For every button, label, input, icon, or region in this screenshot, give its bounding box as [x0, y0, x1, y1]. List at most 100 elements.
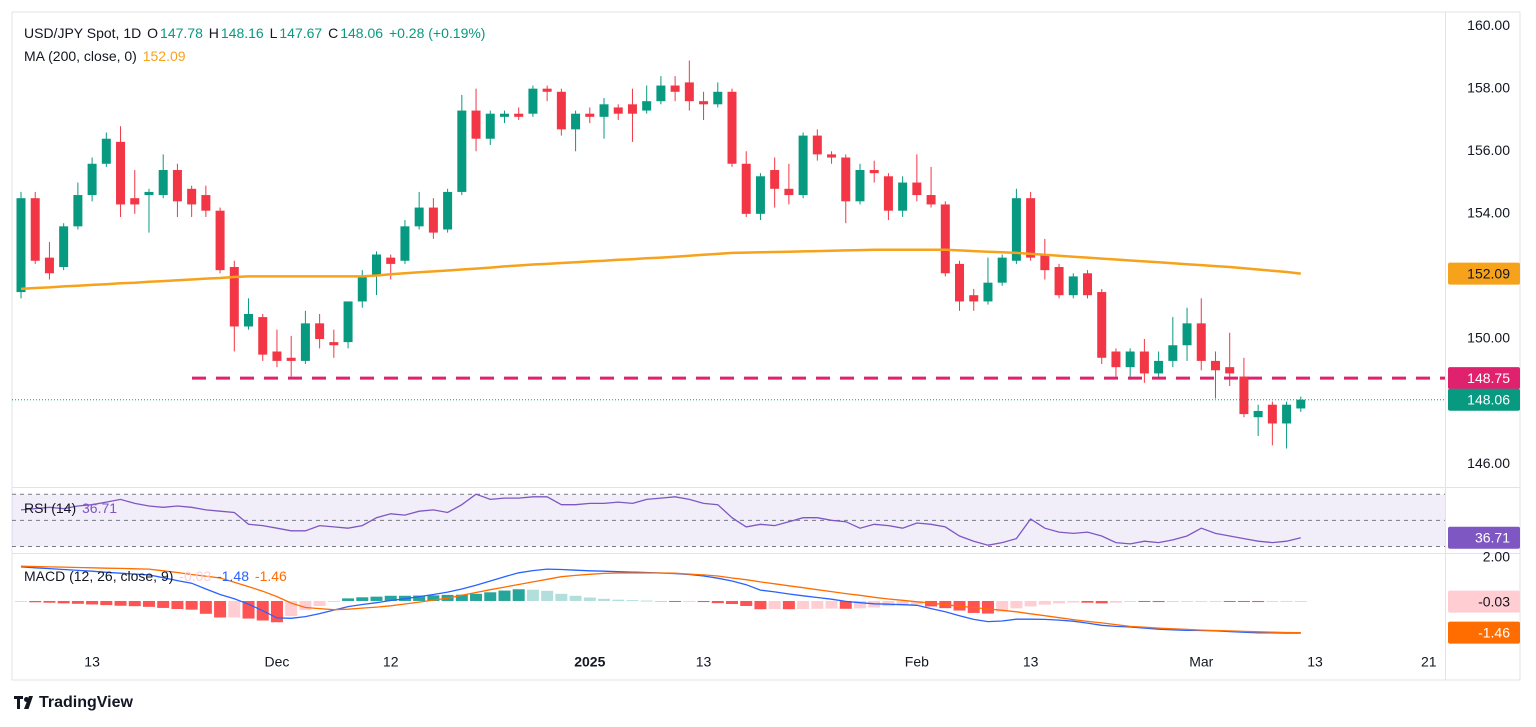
candle-body [514, 113, 524, 117]
candle-body [770, 170, 780, 189]
candle-body [556, 91, 566, 130]
candle-body [955, 263, 965, 302]
candle-body [286, 357, 296, 361]
candle-body [1139, 351, 1149, 374]
macd-histogram-bar [683, 600, 696, 602]
ohlc-label: H [208, 25, 219, 41]
macd-histogram-bar [754, 600, 767, 610]
candle-body [1267, 404, 1277, 424]
candle-body [499, 113, 509, 117]
macd-histogram-bar [782, 600, 795, 610]
macd-value: -1.48 [217, 568, 250, 584]
macd-histogram-bar [726, 600, 738, 605]
macd-histogram-bar [1067, 600, 1080, 603]
macd-histogram-bar [612, 599, 625, 601]
macd-histogram-bar [654, 600, 667, 602]
candle-body [130, 198, 140, 205]
macd-histogram-bar [498, 590, 511, 601]
candle-body [855, 170, 865, 202]
x-tick-label: Mar [1189, 654, 1213, 670]
candle-body [670, 85, 680, 92]
x-tick-label: Feb [905, 654, 929, 670]
macd-histogram-bar [327, 600, 340, 602]
macd-histogram-bar [555, 593, 568, 601]
macd-hist-value: -0.03 [179, 568, 212, 584]
x-tick-label: 13 [84, 654, 100, 670]
candle-body [1154, 360, 1164, 374]
macd-histogram-bar [427, 595, 440, 601]
x-tick-label: 21 [1421, 654, 1437, 670]
candle-body [329, 342, 339, 346]
macd-histogram-bar [583, 597, 596, 601]
ma-value: 152.09 [142, 48, 186, 64]
macd-histogram-bar [711, 600, 724, 604]
rsi-name: RSI (14) [24, 500, 77, 516]
macd-histogram-bar [1266, 600, 1279, 602]
y-tick-label: 146.00 [1467, 455, 1510, 471]
candle-body [1054, 267, 1064, 296]
macd-histogram-bar [142, 600, 155, 607]
macd-name: MACD (12, 26, close, 9) [24, 568, 174, 584]
change: +0.28 (+0.19%) [388, 25, 486, 41]
candle-body [428, 207, 438, 233]
macd-histogram-bar [697, 600, 710, 603]
macd-histogram-bar [57, 600, 70, 604]
macd-histogram-bar [455, 594, 468, 601]
macd-histogram-bar [1280, 600, 1293, 602]
axis-badge [1448, 367, 1520, 390]
branding: TradingView [39, 694, 134, 711]
candle-body [59, 226, 69, 268]
macd-histogram-bar [598, 598, 611, 601]
axis-badge-label: -0.03 [1478, 593, 1510, 609]
macd-histogram-bar [1237, 600, 1250, 602]
candle-body [73, 195, 83, 227]
candle-body [357, 276, 367, 302]
symbol: USD/JPY Spot, 1D [24, 25, 142, 41]
candle-body [485, 113, 495, 139]
candle-body [1068, 276, 1078, 296]
x-tick-label: 2025 [574, 654, 605, 670]
candle-body [912, 182, 922, 196]
macd-histogram-bar [896, 600, 909, 606]
candle-body [841, 157, 851, 202]
candle-body [300, 323, 310, 361]
candle-body [741, 163, 751, 214]
macd-histogram-bar [1152, 600, 1165, 603]
candle-body [443, 191, 453, 230]
macd-histogram-bar [640, 600, 653, 602]
candle-body [158, 170, 168, 196]
macd-histogram-bar [811, 600, 824, 609]
candle-body [1040, 254, 1050, 271]
candle-body [827, 154, 837, 158]
candle-body [414, 207, 424, 227]
candle-body [812, 135, 822, 155]
indicator-line [20, 565, 1301, 634]
candle-body [699, 101, 709, 105]
macd-histogram-bar [285, 600, 298, 617]
macd-histogram-bar [384, 595, 397, 601]
ohlc-label: C [328, 25, 339, 41]
macd-histogram-bar [996, 600, 1009, 612]
ohlc-value: 148.06 [340, 25, 384, 41]
candle-body [1168, 345, 1178, 361]
candle-body [599, 104, 609, 117]
y-tick-label: 2.00 [1483, 548, 1510, 564]
macd-histogram-bar [839, 600, 852, 609]
macd-histogram-bar [1095, 600, 1108, 604]
ma-name: MA (200, close, 0) [24, 48, 137, 64]
macd-histogram-bar [100, 600, 113, 606]
candle-body [386, 257, 396, 264]
macd-histogram-bar [86, 600, 99, 605]
candle-body [244, 313, 254, 327]
candle-body [44, 257, 54, 274]
indicator-line [20, 248, 1301, 291]
y-tick-label: 150.00 [1467, 330, 1510, 346]
macd-histogram-bar [569, 595, 582, 601]
indicator-line [20, 493, 1301, 546]
y-tick-label: 156.00 [1467, 142, 1510, 158]
candle-body [940, 204, 950, 274]
candle-body [898, 182, 908, 211]
macd-histogram-bar [270, 600, 283, 623]
candle-body [528, 88, 538, 114]
macd-histogram-bar [797, 600, 810, 610]
